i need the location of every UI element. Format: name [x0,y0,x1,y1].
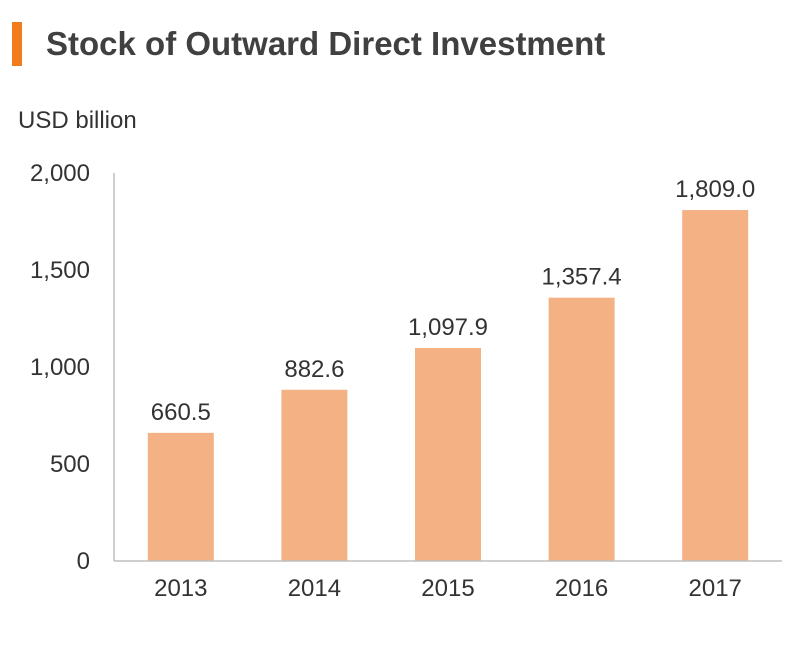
data-label-2013: 660.5 [151,399,211,426]
chart-title: Stock of Outward Direct Investment [46,25,606,62]
y-tick-label: 1,000 [30,354,90,381]
x-tick-label-2017: 2017 [689,575,742,602]
y-tick-label: 0 [77,548,90,575]
bar-2014 [281,389,348,561]
bar-2013 [147,432,214,561]
data-label-2015: 1,097.9 [408,314,488,341]
bar-2017 [682,210,749,561]
bar-2016 [548,297,615,561]
x-axis-labels: 2013 2014 2015 2016 2017 [154,575,742,602]
y-axis-ticks: 0 500 1,000 1,500 2,000 [30,160,90,575]
bar-2015 [415,348,481,561]
x-tick-label-2016: 2016 [555,575,608,602]
bars [147,210,749,561]
y-tick-label: 500 [50,451,90,478]
title-accent-bar [12,22,22,66]
data-label-2014: 882.6 [284,356,344,383]
y-tick-label: 1,500 [30,257,90,284]
y-tick-label: 2,000 [30,160,90,187]
y-axis-unit-label: USD billion [18,107,137,134]
x-tick-label-2014: 2014 [288,575,341,602]
data-labels: 660.5 882.6 1,097.9 1,357.4 1,809.0 [151,176,755,426]
data-label-2016: 1,357.4 [542,264,622,291]
data-label-2017: 1,809.0 [675,176,755,203]
x-tick-label-2015: 2015 [421,575,474,602]
x-tick-label-2013: 2013 [154,575,207,602]
